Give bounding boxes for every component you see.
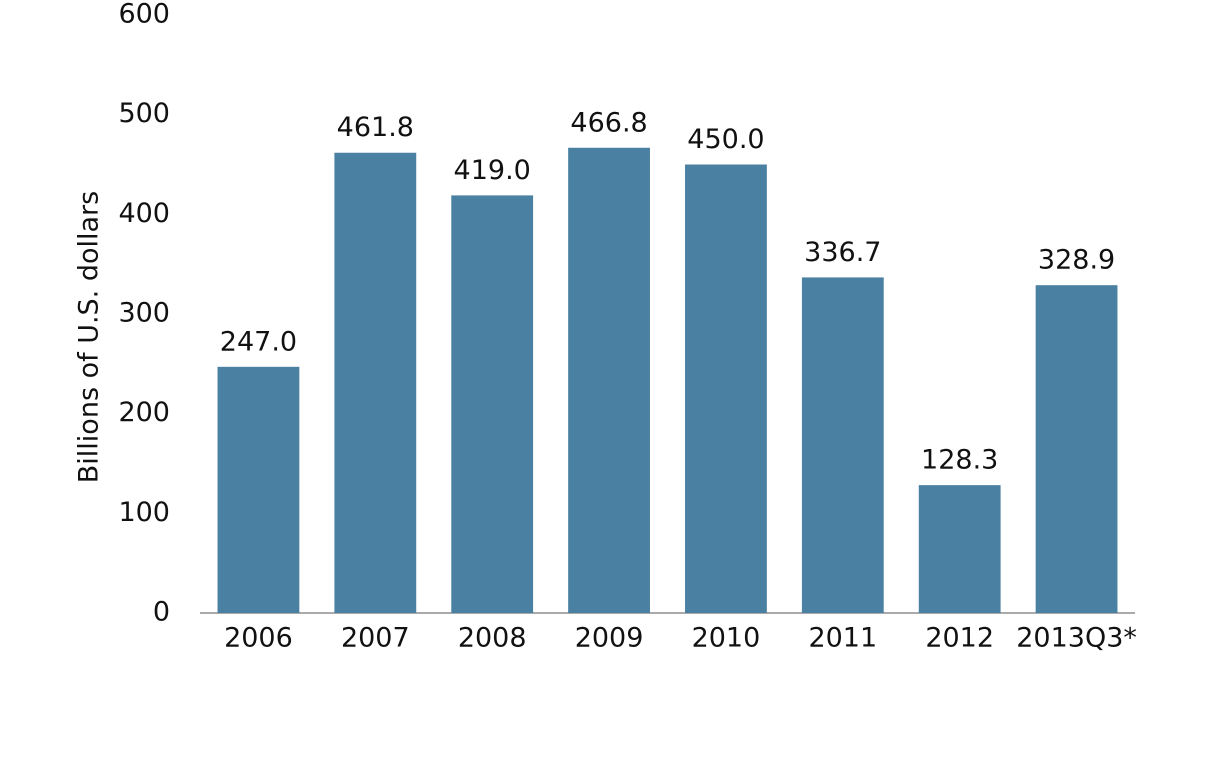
bar — [801, 277, 884, 613]
y-tick-label: 200 — [118, 397, 170, 428]
y-axis-label: Billions of U.S. dollars — [74, 191, 105, 483]
bar — [685, 164, 767, 613]
y-tick-label: 100 — [118, 497, 170, 528]
bar — [568, 147, 650, 614]
bar — [918, 485, 1001, 613]
bar — [1035, 285, 1118, 613]
y-tick-label: 500 — [118, 98, 170, 129]
y-tick-label: 600 — [118, 0, 170, 30]
x-tick-label: 2010 — [692, 623, 761, 654]
x-tick-label: 2012 — [925, 623, 994, 654]
bar — [451, 195, 534, 613]
x-tick-label: 2006 — [224, 623, 293, 654]
y-tick-label: 300 — [118, 298, 170, 329]
x-tick-label: 2008 — [458, 623, 527, 654]
value-label: 128.3 — [921, 445, 998, 476]
bar — [217, 366, 300, 613]
value-label: 328.9 — [1038, 245, 1115, 276]
value-label: 247.0 — [220, 326, 297, 357]
x-tick-label: 2007 — [341, 623, 410, 654]
y-tick-label: 0 — [153, 597, 170, 628]
value-label: 336.7 — [804, 237, 881, 268]
value-label: 466.8 — [570, 107, 647, 138]
value-label: 461.8 — [337, 112, 414, 143]
y-tick-label: 400 — [118, 198, 170, 229]
x-tick-label: 2009 — [575, 623, 644, 654]
x-tick-label: 2013Q3* — [1016, 623, 1137, 654]
x-tick-label: 2011 — [808, 623, 877, 654]
value-label: 450.0 — [687, 124, 764, 155]
bar — [334, 152, 417, 614]
value-label: 419.0 — [454, 155, 531, 186]
